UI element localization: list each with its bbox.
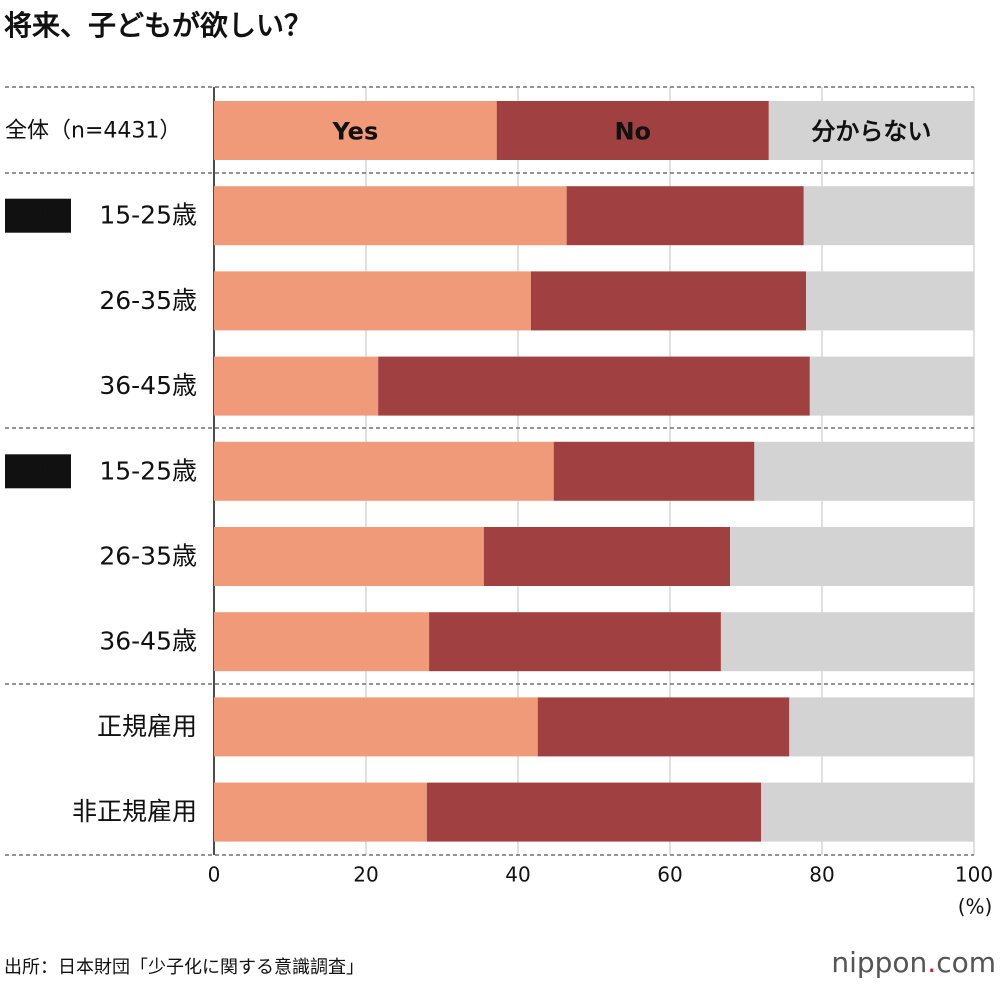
x-tick-label: 100 <box>955 863 993 887</box>
x-tick-label: 40 <box>505 863 530 887</box>
bar-segment <box>553 441 755 501</box>
bar-segment <box>214 612 430 672</box>
bar-segment <box>730 527 974 586</box>
bar-segment <box>530 271 807 331</box>
bar-segment <box>806 271 974 331</box>
series-label: No <box>614 118 651 146</box>
series-label: Yes <box>331 118 378 146</box>
group-label: 女性 <box>14 202 62 230</box>
bar-segment <box>483 527 731 586</box>
bar-segment <box>214 697 538 757</box>
x-tick-label: 80 <box>809 863 834 887</box>
x-tick-label: 20 <box>353 863 378 887</box>
bar-segment <box>214 782 427 842</box>
bar-segment <box>809 356 974 416</box>
category-label: 26-35歳 <box>99 542 197 571</box>
chart-title: 将来、子どもが欲しい？ <box>4 9 312 42</box>
bar-segment <box>768 101 974 160</box>
bar-segment <box>214 441 554 501</box>
bar-segment <box>754 441 974 501</box>
bars <box>214 101 974 842</box>
group-label-box <box>5 454 71 489</box>
bar-segment <box>214 186 567 246</box>
bar-segment <box>789 697 974 757</box>
logo-name: nippon <box>831 946 927 979</box>
category-label: 正規雇用 <box>97 712 197 741</box>
bar-segment <box>214 101 497 160</box>
logo-suffix: com <box>936 946 996 979</box>
bar-segment <box>214 356 379 416</box>
category-label: 26-35歳 <box>99 286 197 315</box>
separators <box>5 86 974 856</box>
bar-segment <box>214 271 531 331</box>
bar-segment <box>761 782 974 842</box>
category-label: 非正規雇用 <box>72 797 197 826</box>
x-tick-label: 0 <box>208 863 221 887</box>
bar-segment <box>537 697 790 757</box>
category-label: 15-25歳 <box>99 201 197 230</box>
category-label: 15-25歳 <box>99 456 197 485</box>
category-label: 36-45歳 <box>99 371 197 400</box>
series-label: 分からない <box>811 118 931 146</box>
group-label: 男性 <box>14 457 62 485</box>
bar-segment <box>496 101 769 160</box>
bar-segment <box>803 186 974 246</box>
bar-segment <box>378 356 810 416</box>
category-label: 36-45歳 <box>99 627 197 656</box>
bar-segment <box>426 782 762 842</box>
source: 出所：日本財団「少子化に関する意識調査」 <box>4 957 364 978</box>
bar-segment <box>720 612 974 672</box>
labels: 0 20 40 60 80 100 Yes No 分からない 全体（n=4431） 15-25歳 女性… <box>5 118 993 887</box>
x-tick-label: 60 <box>657 863 682 887</box>
group-label-box <box>5 198 71 233</box>
x-unit: (%) <box>958 895 993 919</box>
bar-segment <box>429 612 721 672</box>
bar-segment <box>566 186 804 246</box>
category-label: 全体（n=4431） <box>5 119 181 144</box>
logo-dot: . <box>927 946 936 979</box>
logo: nippon.com <box>831 946 996 979</box>
bar-segment <box>214 527 484 586</box>
